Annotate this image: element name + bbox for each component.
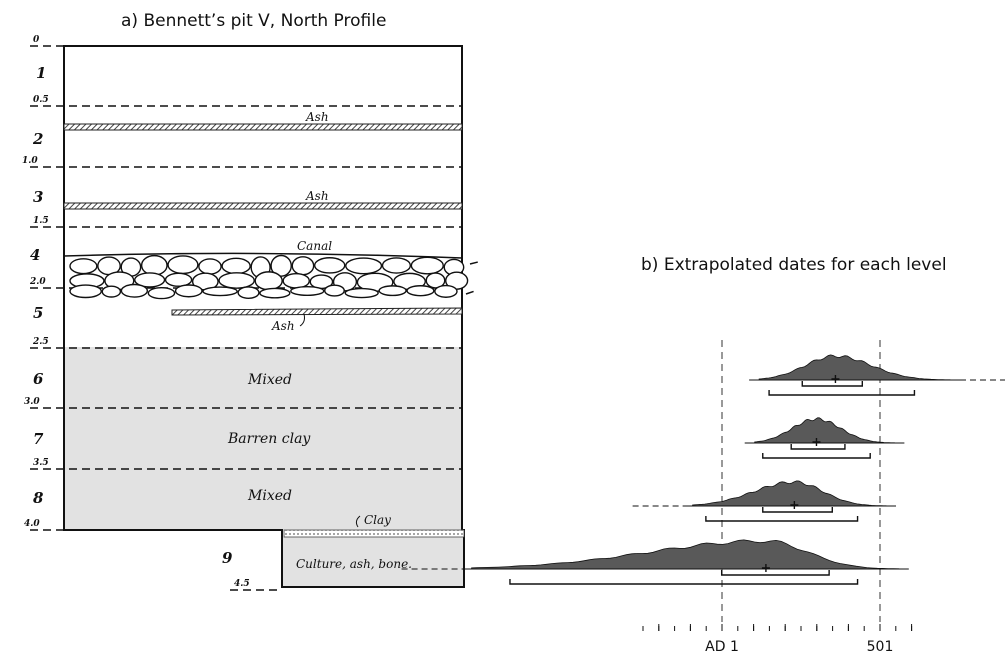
canal-stone [381,257,412,274]
canal-stone [69,284,102,299]
canal-stone [218,272,255,289]
canal-stone [167,255,199,275]
canal-top-edge [63,252,463,259]
depth-mark: 2.0 [29,277,46,287]
canal-stone [259,287,291,299]
canal-stone [344,287,379,299]
depth-mark: 0 [33,35,40,45]
ash-band-1 [63,123,463,131]
depth-mark: 3.0 [24,397,40,407]
inner-range-bracket [801,381,864,387]
canal-stone [174,284,203,298]
level-number: 2 [32,130,43,148]
canal-stone [120,283,149,298]
canal-stone [282,272,310,289]
canal-stone [345,257,383,275]
canal-stones [63,252,469,300]
canal-stone [378,285,407,297]
date-chart: AD 1 501 [401,340,1005,653]
mixed-label: Mixed [247,488,292,504]
canal-label: Canal [297,239,332,253]
ash-pointer [299,313,305,327]
clay-label: Clay [364,513,391,527]
ash-band-2 [63,202,463,210]
canal-stone [101,285,122,298]
canal-stone [164,272,193,287]
inner-range-bracket [720,570,830,576]
panel-a-title: a) Bennett’s pit V, North Profile [121,11,386,31]
median-marker [812,438,821,446]
level-number: 6 [33,370,44,388]
x-axis-ticks [642,624,913,631]
x-label-ad1: AD 1 [705,639,739,653]
x-label-501: 501 [867,639,894,653]
canal-stone [254,271,283,291]
mixed-zone-fill [64,347,462,530]
level-number: 5 [33,304,43,322]
canal-stone [69,258,98,275]
depth-marks: 0 0.5 1.0 1.5 2.0 2.5 3.0 3.5 4.0 4.5 [22,35,250,589]
canal-stone [434,284,458,298]
level-number: 8 [33,489,44,507]
canal-stone [147,286,176,300]
ash-band-3 [171,307,463,316]
canal-stone [425,272,446,289]
ash-label: Ash [271,319,295,333]
depth-mark: 1.0 [22,156,38,166]
median-marker [831,375,840,383]
mixed-label: Mixed [247,372,292,388]
ash-label: Ash [305,189,329,203]
canal-stone [221,257,251,275]
canal-stone [313,257,346,274]
density-series [401,354,1005,585]
canal-stone [198,258,222,275]
inner-range-bracket [790,444,846,450]
canal-stone [410,256,444,275]
profile-diagram: 0 0.5 1.0 1.5 2.0 2.5 3.0 3.5 4.0 4.5 1 … [22,35,479,591]
level-boundaries [30,45,479,591]
culture-label: Culture, ash, bone. [296,557,412,571]
level-number: 1 [36,64,46,82]
level-number: 9 [222,549,233,567]
level-number: 3 [33,188,43,206]
canal-stone [291,256,315,276]
canal-stone [324,284,345,297]
clay-pointer [355,515,361,528]
level-number: 4 [30,246,40,264]
depth-mark: 1.5 [33,216,49,226]
canal-stone [290,286,325,296]
outer-range-bracket [509,579,859,585]
outer-range-bracket [768,390,916,396]
outer-range-bracket [762,453,871,459]
canal-stone [140,254,168,276]
level-number: 7 [33,430,44,448]
density-curve [471,539,900,570]
median-marker [761,564,770,572]
depth-mark: 4.5 [234,579,250,589]
culture-zone-fill [282,537,464,587]
outer-range-bracket [705,516,859,522]
level-numbers: 1 2 3 4 5 6 7 8 9 [30,64,233,567]
depth-mark: 2.5 [32,337,49,347]
density-curve [692,480,887,507]
canal-stone [237,286,260,299]
density-curve [754,417,895,444]
inner-range-bracket [762,507,833,513]
canal-stone [406,285,435,297]
density-curve [758,354,951,381]
depth-mark: 4.0 [24,519,40,529]
barren-clay-label: Barren clay [227,431,311,447]
ash-label: Ash [305,110,329,124]
canal-stone [134,272,166,288]
panel-b-title: b) Extrapolated dates for each level [641,255,947,275]
clay-band [283,529,465,538]
median-marker [790,501,799,509]
depth-mark: 3.5 [33,458,49,468]
canal-stone [202,286,238,297]
depth-mark: 0.5 [33,95,49,105]
